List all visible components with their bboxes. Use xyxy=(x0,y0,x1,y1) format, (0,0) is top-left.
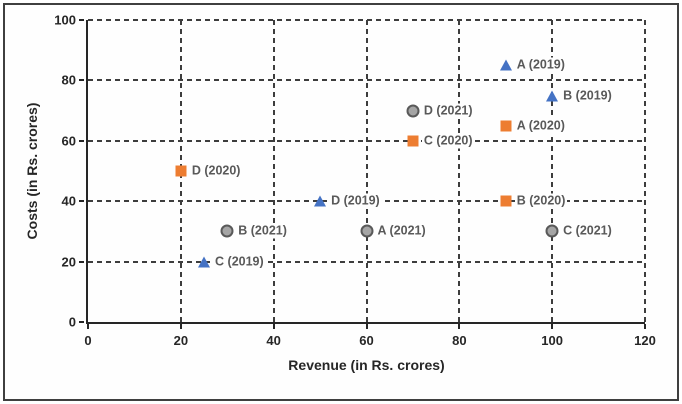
y-tick-label: 0 xyxy=(68,314,76,330)
x-tick-label: 20 xyxy=(173,333,189,348)
x-axis-tick xyxy=(365,324,368,329)
x-axis-tick xyxy=(458,324,461,329)
plot-area: 0 20 40 60 80 100 120 0 20 40 60 80 100 A (2019) B (20… xyxy=(54,13,656,349)
y-axis-tick xyxy=(79,139,84,142)
y-axis-tick xyxy=(79,79,84,82)
data-point-marker-2020 xyxy=(407,135,419,147)
data-point-marker-2021 xyxy=(406,104,420,118)
x-axis-tick xyxy=(551,324,554,329)
v-gridline xyxy=(272,20,275,322)
data-point-marker-2021 xyxy=(220,224,234,238)
x-axis-title: Revenue (in Rs. crores) xyxy=(288,357,445,373)
x-tick-label: 100 xyxy=(541,333,564,348)
v-gridline xyxy=(644,20,646,322)
data-point-marker-2019 xyxy=(546,90,559,101)
data-point-label: C (2020) xyxy=(421,133,475,149)
y-tick-label: 80 xyxy=(61,72,76,88)
x-tick-label: 120 xyxy=(634,333,656,348)
y-tick-label: 40 xyxy=(61,193,76,209)
data-point-label: C (2019) xyxy=(213,254,266,270)
y-axis-title: Costs (in Rs. crores) xyxy=(24,102,40,240)
y-axis-tick xyxy=(79,19,84,21)
data-point-marker-2019 xyxy=(499,59,512,71)
y-tick-label: 20 xyxy=(61,254,76,270)
data-point-label: B (2019) xyxy=(561,88,614,103)
data-point-marker-2019 xyxy=(198,256,211,268)
data-point-label: D (2019) xyxy=(329,193,382,209)
v-gridline xyxy=(365,20,368,322)
data-point-marker-2021 xyxy=(545,224,559,238)
y-tick-label: 100 xyxy=(54,12,76,28)
x-axis-tick xyxy=(179,324,182,329)
chart-frame: 0 20 40 60 80 100 120 0 20 40 60 80 100 A (2019) B (20… xyxy=(3,3,679,401)
y-axis-line xyxy=(86,20,88,324)
data-point-label: B (2021) xyxy=(236,223,289,239)
data-point-marker-2021 xyxy=(360,224,373,238)
v-gridline xyxy=(458,20,461,322)
y-axis-tick xyxy=(79,200,84,203)
x-tick-label: 40 xyxy=(266,333,281,348)
data-point-label: B (2020) xyxy=(514,193,568,209)
y-axis-tick xyxy=(79,260,84,263)
x-tick-label: 80 xyxy=(452,333,467,348)
data-point-marker-2020 xyxy=(500,120,512,132)
data-point-marker-2020 xyxy=(175,165,187,177)
x-axis-tick xyxy=(644,324,646,329)
data-point-label: A (2021) xyxy=(375,223,428,239)
x-axis-tick xyxy=(272,324,275,329)
data-point-label: D (2020) xyxy=(189,163,243,179)
data-point-label: A (2020) xyxy=(514,118,567,134)
v-gridline xyxy=(551,20,554,322)
x-axis-line xyxy=(86,322,645,324)
data-point-marker-2020 xyxy=(500,195,512,207)
y-tick-label: 60 xyxy=(61,133,76,149)
x-tick-label: 0 xyxy=(84,333,92,348)
data-point-label: A (2019) xyxy=(514,57,567,73)
x-tick-label: 60 xyxy=(359,333,374,348)
data-point-label: C (2021) xyxy=(561,223,614,239)
data-point-marker-2019 xyxy=(314,195,327,207)
data-point-label: D (2021) xyxy=(421,103,475,119)
y-axis-tick xyxy=(79,321,84,323)
x-axis-tick xyxy=(87,324,89,329)
